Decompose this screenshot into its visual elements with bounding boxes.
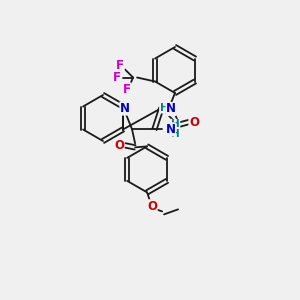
Text: F: F bbox=[123, 83, 131, 96]
Text: H: H bbox=[160, 103, 168, 113]
Text: H: H bbox=[171, 129, 180, 140]
Text: F: F bbox=[116, 59, 124, 72]
Text: N: N bbox=[165, 123, 176, 136]
Text: F: F bbox=[113, 71, 121, 84]
Text: N: N bbox=[120, 102, 130, 115]
Text: N: N bbox=[166, 103, 176, 116]
Text: H: H bbox=[171, 119, 180, 129]
Text: O: O bbox=[189, 116, 199, 128]
Text: O: O bbox=[147, 200, 157, 213]
Text: O: O bbox=[114, 139, 124, 152]
